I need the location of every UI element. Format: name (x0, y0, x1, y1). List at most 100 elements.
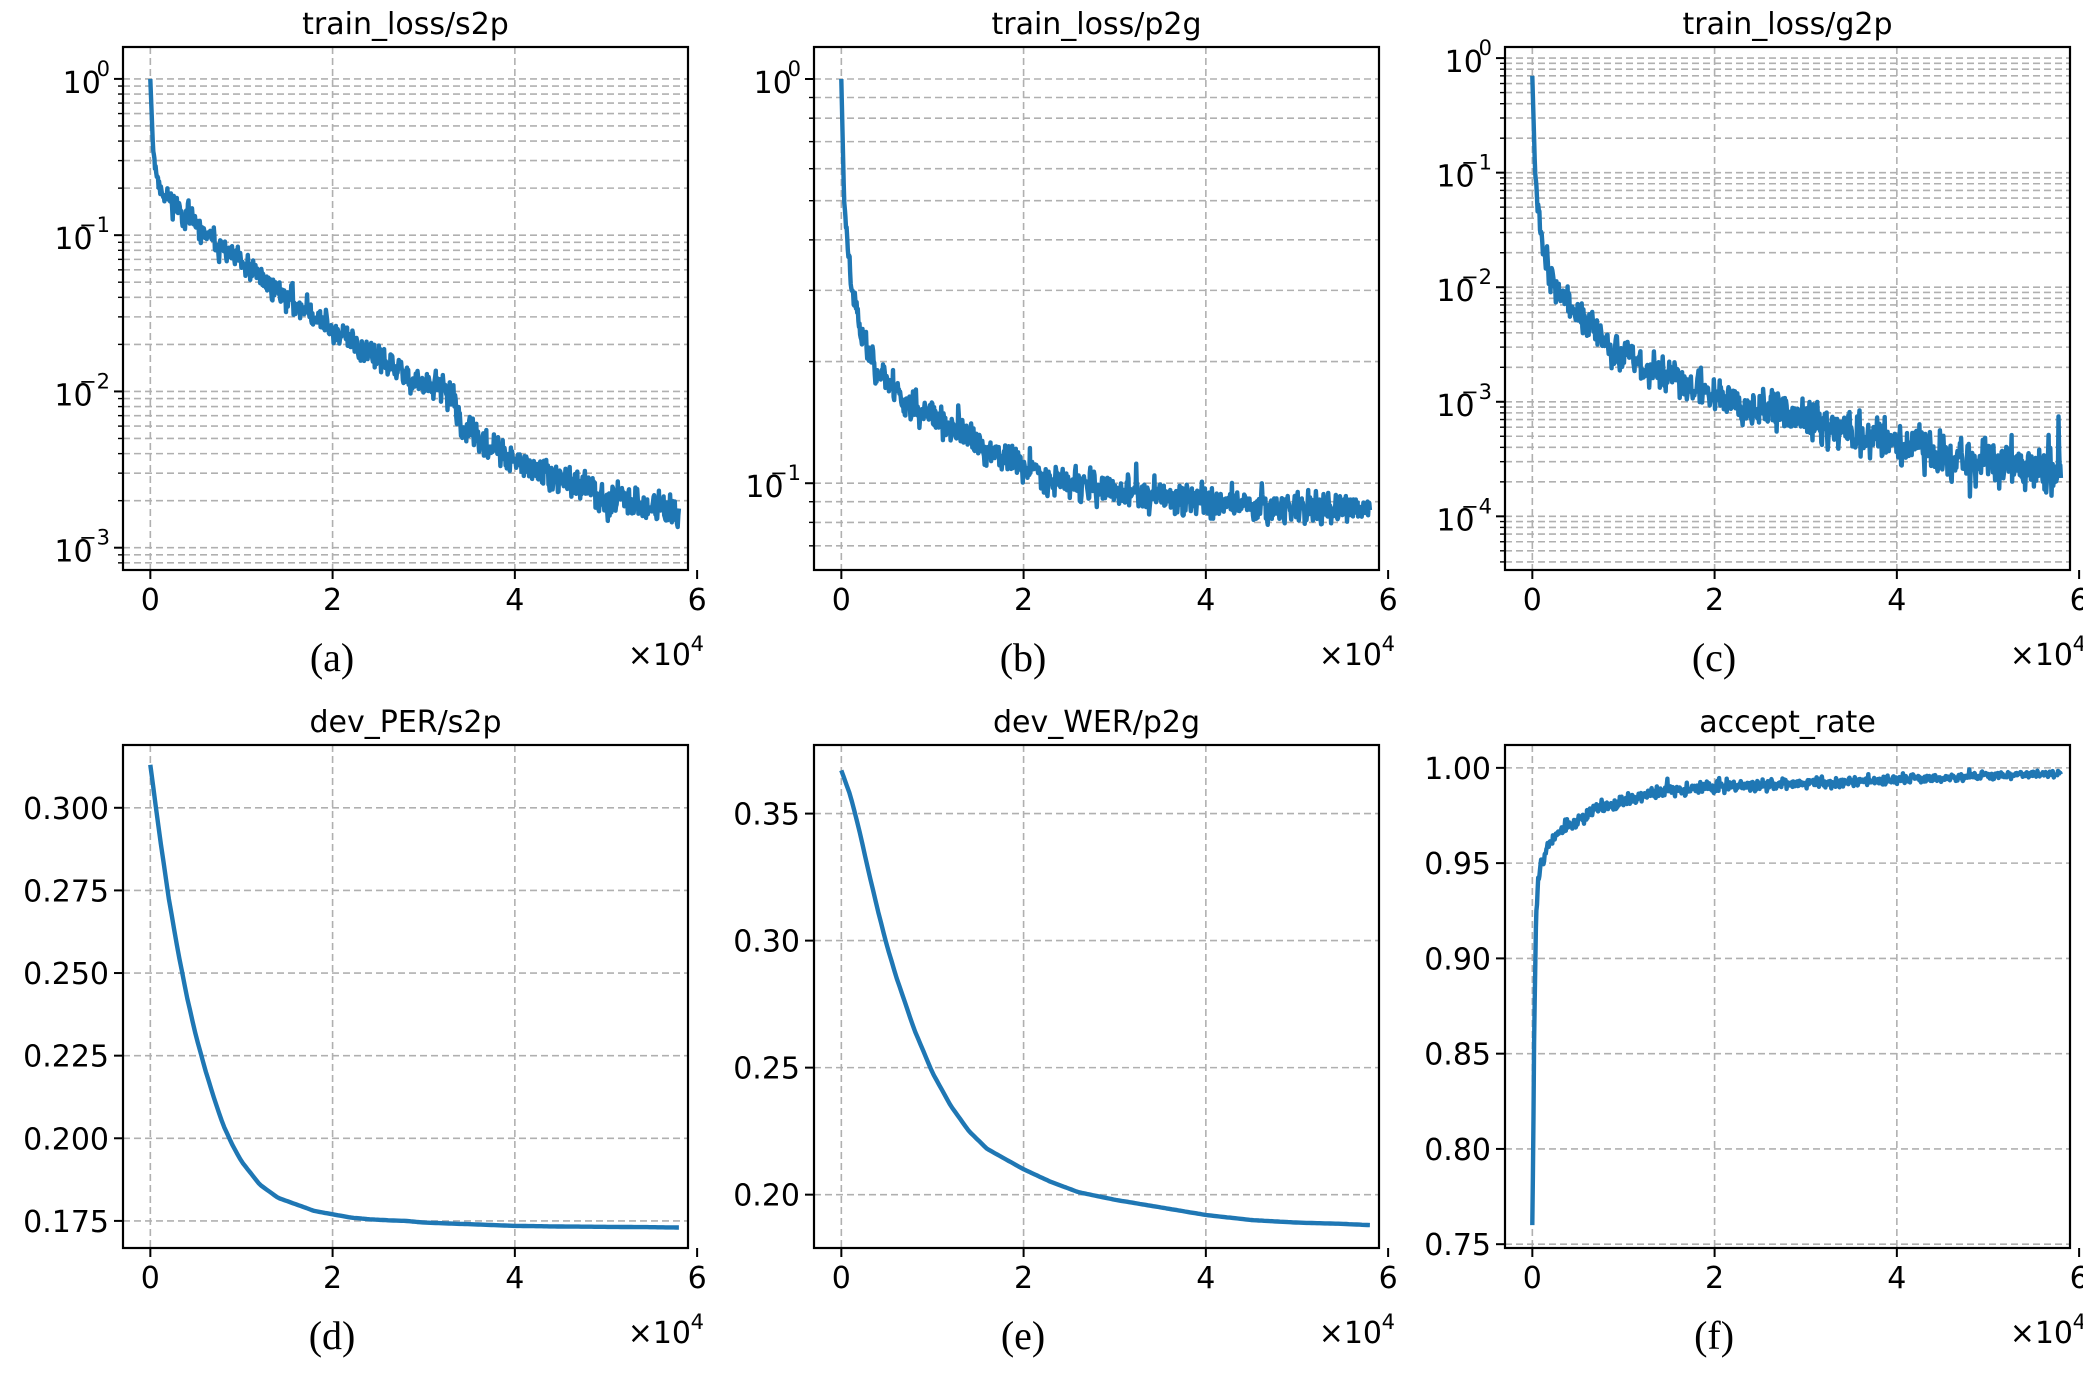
y-tick-label-base: 10 (54, 222, 92, 257)
y-tick-label-exponent: −2 (79, 369, 110, 393)
y-tick-label: 0.175 (23, 1205, 109, 1240)
x-multiplier-exponent: 4 (2073, 1310, 2083, 1334)
y-tick-label-exponent: −3 (79, 526, 110, 550)
chart-panel-c: 0 2 4 6010−110−210−310−410train_loss/g2p4×1… (1436, 7, 2083, 680)
x-multiplier: ×10 (628, 638, 691, 673)
series-line (1530, 75, 2064, 499)
x-tick-label: 2 (323, 1261, 342, 1296)
chart-panel-f: 0 2 4 6 0.75 0.80 0.85 0.90 0.95 1.00 accept_rate 4… (1424, 705, 2083, 1358)
series-line (839, 769, 1370, 1228)
chart-title: train_loss/g2p (1682, 7, 1892, 42)
x-tick-label: 4 (1196, 583, 1215, 618)
chart-title: train_loss/s2p (302, 7, 509, 42)
x-multiplier: ×10 (2010, 638, 2073, 673)
x-tick-label: 4 (505, 583, 524, 618)
x-multiplier: ×10 (1319, 1316, 1382, 1351)
x-tick-label: 0 (141, 1261, 160, 1296)
y-tick-label: 0.75 (1424, 1228, 1491, 1263)
y-tick-label: 0.90 (1424, 942, 1491, 977)
x-multiplier-exponent: 4 (691, 1310, 704, 1334)
x-multiplier: ×10 (628, 1316, 691, 1351)
x-tick-label: 0 (1523, 583, 1542, 618)
chart-title: dev_WER/p2g (993, 705, 1200, 740)
y-tick-label: 0.30 (733, 925, 800, 960)
chart-title: train_loss/p2g (991, 7, 1201, 42)
x-tick-label: 2 (323, 583, 342, 618)
y-tick-label: 0.250 (23, 957, 109, 992)
panel-caption: (b) (1000, 635, 1047, 680)
y-tick-label: 0.300 (23, 792, 109, 827)
y-tick-label-base: 10 (754, 66, 792, 101)
x-tick-label: 2 (1014, 1261, 1033, 1296)
y-tick-label-exponent: 0 (1479, 36, 1492, 60)
x-tick-label: 6 (2070, 583, 2083, 618)
panel-caption: (a) (310, 635, 354, 680)
chart-title: accept_rate (1699, 705, 1876, 740)
y-tick-label-exponent: 0 (97, 57, 110, 81)
x-tick-label: 4 (1887, 583, 1906, 618)
series-line (148, 764, 679, 1230)
axes-frame (812, 743, 1381, 1250)
x-multiplier-exponent: 4 (2073, 632, 2083, 656)
y-tick-label-exponent: −3 (1461, 380, 1492, 404)
x-multiplier-exponent: 4 (1382, 1310, 1395, 1334)
axes-frame (121, 45, 690, 572)
y-tick-label: 0.80 (1424, 1133, 1491, 1168)
y-tick-label-base: 10 (1436, 160, 1474, 195)
y-tick-label-base: 10 (745, 470, 783, 505)
x-tick-label: 0 (832, 583, 851, 618)
y-tick-label: 1.00 (1424, 752, 1491, 787)
x-tick-label: 4 (1887, 1261, 1906, 1296)
grid (123, 745, 688, 1248)
axes-frame (121, 743, 690, 1250)
grid (123, 47, 688, 570)
panel-caption: (d) (309, 1313, 356, 1358)
y-tick-label: 0.275 (23, 874, 109, 909)
y-tick-label: 0.200 (23, 1122, 109, 1157)
x-tick-label: 0 (141, 583, 160, 618)
x-tick-label: 2 (1014, 583, 1033, 618)
y-tick-label-exponent: −1 (1461, 151, 1492, 175)
panel-caption: (f) (1694, 1313, 1734, 1358)
y-tick-label-exponent: 0 (788, 57, 801, 81)
y-tick-label: 0.35 (733, 798, 800, 833)
x-tick-label: 6 (688, 1261, 707, 1296)
x-tick-label: 6 (1379, 1261, 1398, 1296)
y-tick-label-exponent: −2 (1461, 265, 1492, 289)
y-tick-label-base: 10 (54, 535, 92, 570)
y-tick-label-base: 10 (1436, 389, 1474, 424)
series-line (148, 78, 682, 530)
y-tick-label-exponent: −4 (1461, 494, 1492, 518)
grid (814, 745, 1379, 1248)
x-multiplier-exponent: 4 (1382, 632, 1395, 656)
y-tick-label-exponent: −1 (770, 461, 801, 485)
x-tick-label: 4 (505, 1261, 524, 1296)
x-tick-label: 2 (1705, 583, 1724, 618)
chart-title: dev_PER/s2p (309, 705, 501, 740)
y-tick-label: 0.20 (733, 1179, 800, 1214)
x-multiplier: ×10 (2010, 1316, 2073, 1351)
panel-caption: (e) (1001, 1313, 1045, 1358)
y-tick-label-base: 10 (1436, 503, 1474, 538)
series-line (839, 78, 1373, 527)
y-tick-label-base: 10 (1445, 45, 1483, 80)
x-tick-label: 0 (1523, 1261, 1542, 1296)
y-tick-label: 0.225 (23, 1040, 109, 1075)
x-tick-label: 0 (832, 1261, 851, 1296)
series-line (1530, 767, 2063, 1226)
x-tick-label: 2 (1705, 1261, 1724, 1296)
y-tick-label: 0.25 (733, 1052, 800, 1087)
axes-frame (1503, 743, 2072, 1250)
panel-caption: (c) (1692, 635, 1736, 680)
x-tick-label: 4 (1196, 1261, 1215, 1296)
x-multiplier-exponent: 4 (691, 632, 704, 656)
y-tick-label-exponent: −1 (79, 213, 110, 237)
x-tick-label: 6 (1379, 583, 1398, 618)
grid (1505, 47, 2070, 570)
chart-panel-d: 0 2 4 6 0.175 0.200 0.225 0.250 0.275 0.300 dev_PE… (23, 705, 707, 1358)
x-multiplier: ×10 (1319, 638, 1382, 673)
y-tick-label-base: 10 (1436, 274, 1474, 309)
